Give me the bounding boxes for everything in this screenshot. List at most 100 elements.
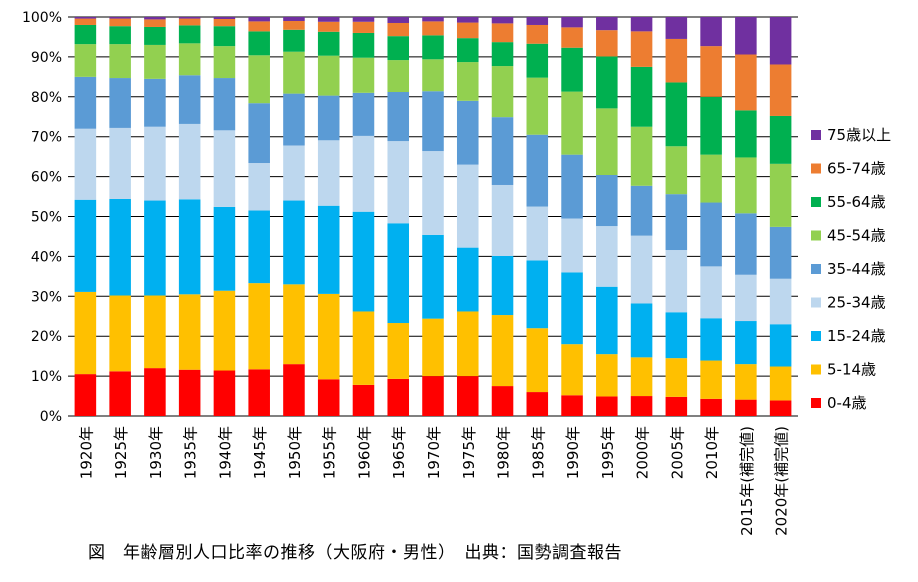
- bar-segment: [387, 22, 410, 37]
- bar-segment: [526, 328, 549, 393]
- bar-segment: [491, 117, 514, 185]
- bar-segment: [700, 360, 722, 399]
- bar-segment: [317, 95, 340, 141]
- bar-segment: [387, 17, 410, 23]
- legend-label: 25-34歳: [827, 294, 886, 312]
- legend-swatch: [811, 398, 821, 408]
- legend-label: 65-74歳: [827, 160, 886, 178]
- bar-segment: [769, 366, 792, 401]
- bar-segment: [665, 312, 688, 359]
- bar-segment: [109, 371, 131, 416]
- x-tick-label: 1930年: [147, 426, 165, 479]
- bar-segment: [144, 44, 166, 79]
- bar-segment: [630, 66, 653, 127]
- bar-segment: [317, 31, 340, 56]
- bar-segment: [248, 21, 270, 32]
- y-tick-label: 90%: [31, 50, 62, 66]
- x-tick-label: 2015年(補完値): [738, 426, 756, 536]
- bar-segment: [491, 17, 514, 24]
- bar-segment: [74, 128, 97, 200]
- legend-label: 75歳以上: [827, 126, 891, 144]
- bar-segment: [74, 374, 97, 416]
- y-tick-label: 40%: [31, 249, 62, 265]
- bar-segment: [248, 103, 270, 164]
- bar-segment: [596, 286, 618, 355]
- bar-segment: [456, 311, 479, 377]
- bar-segment: [561, 395, 583, 416]
- bar-segment: [526, 17, 549, 25]
- bar-segment: [213, 78, 236, 131]
- bar-segment: [352, 384, 375, 416]
- bar-segment: [456, 100, 479, 165]
- bar-segment: [109, 198, 131, 296]
- bar-segment: [352, 92, 375, 136]
- bar-segment: [248, 31, 270, 56]
- bar-segment: [109, 127, 131, 199]
- x-tick-label: 1925年: [112, 426, 130, 479]
- x-tick-label: 1955年: [321, 426, 339, 479]
- bar-segment: [491, 42, 514, 67]
- bar-segment: [456, 17, 479, 23]
- bar-segment: [700, 202, 722, 267]
- bar-segment: [769, 115, 792, 164]
- bar-segment: [283, 17, 305, 21]
- bar-segment: [422, 234, 444, 319]
- x-tick-label: 2020年(補完値): [773, 426, 791, 536]
- x-tick-label: 1920年: [77, 426, 95, 479]
- bar-segment: [561, 154, 583, 219]
- bar-segment: [74, 24, 97, 45]
- bar-segment: [109, 44, 131, 79]
- bar-segment: [456, 247, 479, 312]
- bar-segment: [109, 17, 131, 19]
- bar-segment: [769, 400, 792, 416]
- bar-segment: [283, 145, 305, 201]
- bar-segment: [630, 17, 653, 32]
- bar-segment: [387, 60, 410, 93]
- bar-segment: [213, 46, 236, 79]
- bar-segment: [109, 295, 131, 372]
- bar-segment: [248, 210, 270, 284]
- bar-segment: [283, 29, 305, 52]
- bar-segment: [491, 66, 514, 118]
- y-tick-label: 20%: [31, 329, 62, 345]
- bar-segment: [665, 396, 688, 416]
- y-tick-label: 100%: [22, 10, 62, 26]
- bar-segment: [700, 46, 722, 97]
- bar-stacks: [74, 17, 792, 416]
- bar-segment: [283, 364, 305, 416]
- bar-segment: [456, 62, 479, 101]
- legend-label: 15-24歳: [827, 327, 886, 345]
- bar-segment: [596, 108, 618, 176]
- bar-segment: [248, 55, 270, 104]
- y-tick-label: 0%: [40, 409, 62, 425]
- y-tick-label: 50%: [31, 210, 62, 226]
- y-tick-label: 70%: [31, 130, 62, 146]
- x-tick-label: 2005年: [668, 426, 686, 479]
- legend-swatch: [811, 130, 821, 140]
- bar-segment: [352, 57, 375, 93]
- bar-segment: [178, 25, 201, 44]
- bar-segment: [630, 126, 653, 186]
- bar-segment: [596, 56, 618, 109]
- x-tick-label: 1980年: [495, 426, 513, 479]
- bar-segment: [630, 185, 653, 236]
- bar-segment: [769, 163, 792, 227]
- bar-segment: [735, 17, 757, 55]
- bar-segment: [596, 175, 618, 227]
- bar-segment: [352, 311, 375, 385]
- bar-segment: [109, 18, 131, 27]
- bar-segment: [491, 256, 514, 316]
- bar-segment: [387, 223, 410, 324]
- bar-segment: [387, 141, 410, 224]
- legend-swatch: [811, 163, 821, 174]
- bar-segment: [769, 226, 792, 279]
- bar-segment: [700, 96, 722, 155]
- bar-segment: [630, 303, 653, 358]
- legend-label: 45-54歳: [827, 227, 886, 245]
- bar-segment: [387, 36, 410, 61]
- stacked-bar-chart: 0%10%20%30%40%50%60%70%80%90%100% 1920年 1…: [22, 10, 891, 536]
- bar-segment: [769, 64, 792, 116]
- bar-segment: [422, 59, 444, 92]
- bar-segment: [665, 358, 688, 397]
- bar-segment: [700, 398, 722, 416]
